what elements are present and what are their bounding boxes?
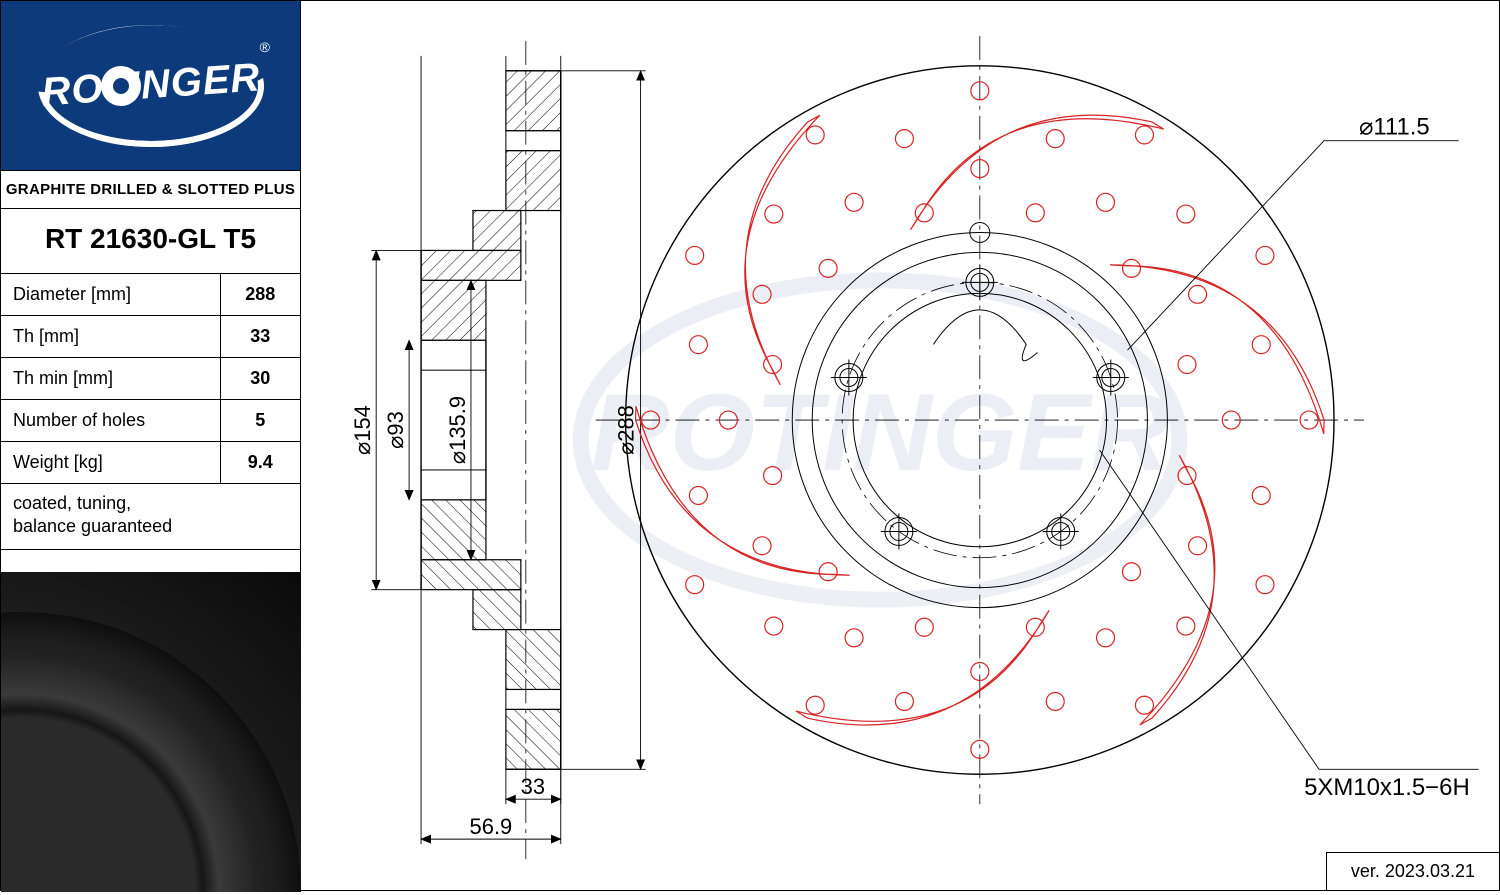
spec-row: Th [mm]33 [1, 316, 300, 358]
dim-h569: 56.9 [470, 814, 513, 839]
spec-value: 288 [220, 274, 300, 316]
version-label: ver. 2023.03.21 [1326, 852, 1499, 890]
spec-row: Th min [mm]30 [1, 358, 300, 400]
callout-bolt-diameter: ⌀111.5 [1127, 114, 1458, 351]
technical-drawing: ROTINGER [301, 1, 1499, 890]
dim-d1359: ⌀135.9 [445, 396, 470, 464]
watermark-logo: ROTINGER [581, 280, 1180, 599]
callout-d111: ⌀111.5 [1359, 114, 1430, 141]
part-number: RT 21630-GL T5 [1, 209, 300, 274]
spec-label: Number of holes [1, 400, 220, 442]
spec-label: Th min [mm] [1, 358, 220, 400]
spec-value: 33 [220, 316, 300, 358]
brand-logo-box: ROTINGER ® [1, 1, 300, 171]
registered-mark: ® [260, 39, 270, 55]
spec-label: Th [mm] [1, 316, 220, 358]
product-photo [1, 572, 301, 892]
spec-row: Weight [kg]9.4 [1, 442, 300, 484]
spec-value: 5 [220, 400, 300, 442]
spec-row: Number of holes5 [1, 400, 300, 442]
svg-text:ROTINGER: ROTINGER [590, 372, 1169, 494]
spec-value: 30 [220, 358, 300, 400]
spec-value: 9.4 [220, 442, 300, 484]
product-line-label: GRAPHITE DRILLED & SLOTTED PLUS [1, 171, 300, 209]
product-notes: coated, tuning,balance guaranteed [1, 484, 300, 550]
spec-label: Diameter [mm] [1, 274, 220, 316]
dim-d154: ⌀154 [350, 405, 375, 455]
rotinger-logo: ROTINGER [21, 16, 281, 156]
sidebar: ROTINGER ® GRAPHITE DRILLED & SLOTTED PL… [1, 1, 301, 892]
dim-d93: ⌀93 [383, 411, 408, 449]
spec-label: Weight [kg] [1, 442, 220, 484]
spec-row: Diameter [mm]288 [1, 274, 300, 316]
callout-thread-text: 5XM10x1.5−6H [1304, 774, 1470, 801]
dim-t33: 33 [521, 774, 545, 799]
spec-table: Diameter [mm]288Th [mm]33Th min [mm]30Nu… [1, 274, 300, 484]
